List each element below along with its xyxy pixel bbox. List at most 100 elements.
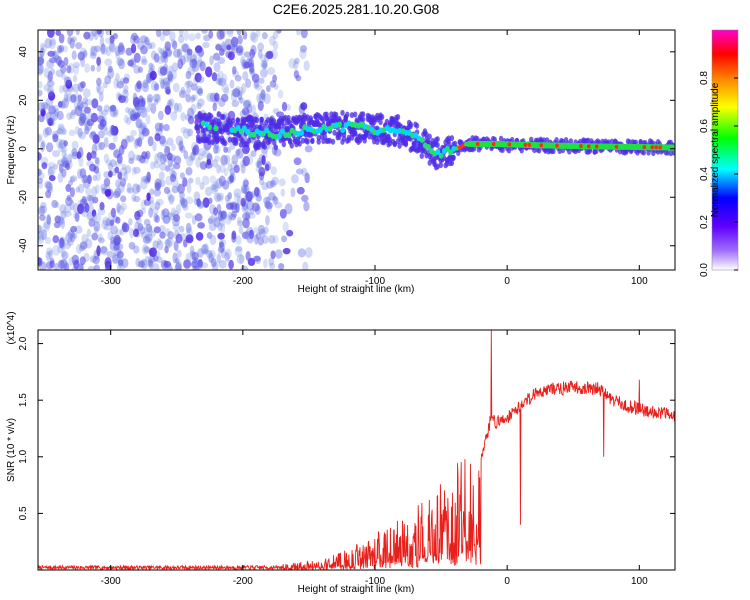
spectrogram-noise-cell (156, 56, 165, 65)
spectrogram-noise-cell (189, 58, 198, 69)
spectrogram-core-cell (435, 148, 441, 155)
spectrogram-band-cell (360, 111, 366, 118)
spectrogram-noise-cell (47, 161, 55, 169)
spectrogram-noise-cell (96, 30, 103, 35)
spectrogram-noise-cell (38, 80, 43, 89)
spectrogram-noise-cell (119, 177, 127, 188)
spectrogram-noise-cell (297, 248, 306, 258)
spectrogram-noise-cell (260, 89, 266, 100)
spectrogram-noise-cell (40, 229, 48, 241)
spectrogram-band-cell (352, 130, 358, 137)
spectrogram-noise-cell (193, 198, 199, 206)
spectrogram-noise-cell (240, 163, 246, 174)
spectrogram-noise-cell (251, 73, 260, 83)
spectrogram-noise-cell (105, 159, 112, 166)
spectrogram-noise-cell (201, 175, 210, 186)
spectrogram-noise-cell (84, 63, 91, 74)
spectrogram-noise-cell (38, 224, 43, 234)
spectrogram-noise-cell (235, 148, 241, 156)
spectrogram-noise-cell (185, 196, 194, 205)
spectrogram-noise-cell (281, 101, 288, 112)
spectrogram-noise-cell (100, 45, 109, 56)
spectrogram-noise-cell (272, 31, 279, 40)
spectrogram-noise-cell (257, 237, 264, 246)
spectrogram-band-cell (379, 114, 385, 121)
spectrogram-noise-cell (231, 210, 238, 218)
spectrogram-band-cell (432, 159, 437, 166)
spectrogram-noise-cell (105, 46, 111, 57)
spectrogram-noise-cell (209, 175, 216, 184)
spectrogram-noise-cell (152, 240, 159, 250)
spectrogram-noise-cell (265, 215, 270, 226)
spectrogram-noise-cell (144, 255, 150, 262)
spectrogram-noise-cell (183, 30, 189, 42)
spectrogram-noise-cell (104, 58, 113, 66)
spectrogram-noise-cell (227, 211, 233, 221)
spectrogram-noise-cell (66, 112, 73, 121)
spectrogram-noise-cell (185, 166, 193, 176)
spectrogram-noise-cell (38, 168, 41, 177)
spectrogram-band-cell (208, 113, 214, 120)
spectrogram-noise-cell (185, 93, 191, 103)
spectrogram-noise-cell (81, 208, 89, 218)
spectrogram-noise-cell (173, 102, 179, 114)
spectrogram-band-cell (627, 139, 632, 146)
spectrogram-noise-cell (172, 48, 181, 58)
spectrogram-noise-cell (147, 260, 153, 267)
spectrogram-noise-cell (265, 196, 271, 203)
spectrogram-noise-cell (97, 115, 105, 124)
spectrogram-noise-cell (264, 200, 271, 207)
spectrogram-noise-cell (105, 30, 112, 36)
spectrogram-noise-cell (167, 212, 176, 221)
spectrogram-peak-cell (594, 144, 599, 149)
spectrogram-noise-cell (132, 92, 138, 104)
spectrogram-noise-cell (176, 249, 182, 258)
spectrogram-noise-cell (234, 74, 242, 82)
spectrogram-noise-cell (76, 263, 84, 270)
snr-y-axis-label: SNR (10 * v/v) (6, 418, 17, 482)
spectrogram-noise-cell (260, 62, 268, 70)
spectrogram-noise-cell (258, 92, 266, 104)
spectrogram-band-cell (671, 149, 675, 156)
spectrogram-noise-cell (261, 154, 266, 166)
spectrogram-noise-cell (221, 239, 227, 246)
spectrogram-noise-cell (197, 258, 203, 268)
spectrogram-noise-cell (226, 146, 232, 154)
spectrogram-noise-cell (139, 35, 148, 43)
spectrogram-noise-cell (112, 133, 118, 143)
spectrogram-noise-cell (89, 45, 95, 57)
spectrogram-noise-cell (39, 214, 46, 221)
spectrogram-noise-cell (201, 30, 208, 34)
spectrogram-noise-cell (87, 204, 94, 213)
spectrogram-noise-cell (187, 65, 196, 76)
spectrogram-peak-cell (579, 144, 584, 149)
spectrogram-noise-cell (159, 225, 166, 233)
spectrogram-noise-cell (53, 221, 61, 229)
spectrogram-noise-cell (60, 258, 68, 270)
spectrogram-noise-cell (206, 152, 213, 161)
spectrogram-noise-cell (167, 65, 174, 74)
spectrogram-noise-cell (61, 148, 67, 159)
spectrogram-noise-cell (72, 212, 80, 219)
spectrogram-noise-cell (178, 140, 184, 152)
spectrogram-noise-cell (302, 261, 309, 270)
spectrogram-noise-cell (169, 31, 176, 42)
spectrogram-noise-cell (144, 236, 153, 244)
spectrogram-noise-cell (213, 92, 220, 102)
spectrogram-noise-cell (197, 87, 204, 97)
snr-frame (37, 329, 676, 571)
spectrogram-noise-cell (225, 30, 234, 35)
spectrogram-noise-cell (107, 231, 114, 241)
spectrogram-ridge-cell (546, 142, 552, 149)
spectrogram-noise-cell (98, 110, 104, 120)
spectrogram-peak-cell (507, 142, 512, 147)
spectrogram-frame (37, 29, 676, 271)
spectrogram-noise-cell (232, 66, 237, 75)
spectrogram-noise-cell (134, 100, 141, 112)
spectrogram-noise-cell (229, 167, 236, 177)
spectrogram-noise-cell (201, 244, 208, 255)
spectrogram-noise-cell (53, 163, 58, 170)
spectrogram-noise-cell (62, 259, 69, 270)
spectrogram-noise-cell (129, 227, 135, 239)
spectrogram-noise-cell (49, 260, 55, 269)
